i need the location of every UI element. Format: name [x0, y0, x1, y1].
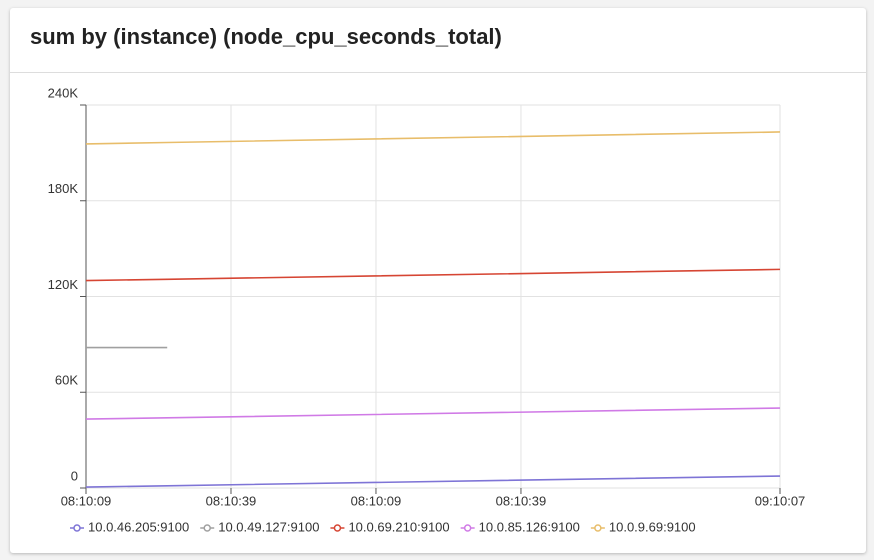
legend-label: 10.0.46.205:9100 [88, 519, 189, 534]
y-tick-label: 120K [48, 277, 79, 292]
divider [10, 72, 866, 73]
legend-marker [333, 524, 342, 532]
panel: sum by (instance) (node_cpu_seconds_tota… [10, 8, 866, 553]
legend-label: 10.0.69.210:9100 [348, 519, 449, 534]
legend-label: 10.0.85.126:9100 [479, 519, 580, 534]
x-tick-label: 08:10:09 [61, 493, 112, 508]
x-tick-label: 08:10:39 [496, 493, 547, 508]
y-tick-label: 240K [48, 85, 79, 100]
legend-marker [594, 524, 602, 532]
legend-marker [203, 524, 211, 532]
series-line [85, 407, 781, 420]
series-line [85, 475, 781, 488]
x-tick-label: 08:10:09 [351, 493, 402, 508]
x-tick-label: 09:10:07 [755, 493, 806, 508]
series-line [85, 268, 781, 282]
legend-label: 10.0.9.69:9100 [609, 519, 696, 534]
legend-marker [463, 524, 472, 532]
y-tick-label: 0 [71, 468, 78, 483]
panel-title: sum by (instance) (node_cpu_seconds_tota… [30, 24, 502, 49]
legend-label: 10.0.49.127:9100 [218, 519, 319, 534]
y-tick-label: 180K [48, 181, 79, 196]
x-tick-label: 08:10:39 [206, 493, 257, 508]
y-tick-label: 60K [55, 373, 78, 388]
series-line [85, 131, 781, 145]
legend-marker [73, 524, 81, 532]
